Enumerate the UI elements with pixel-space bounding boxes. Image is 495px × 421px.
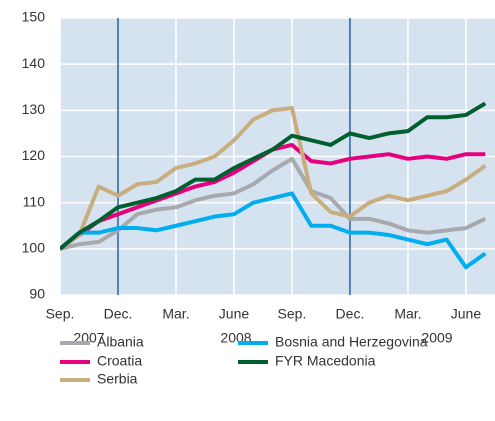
legend-label: Serbia bbox=[97, 371, 138, 387]
x-tick-label: Mar. bbox=[162, 306, 189, 322]
x-tick-label: June bbox=[219, 306, 250, 322]
x-tick-label: June bbox=[451, 306, 482, 322]
legend-label: Albania bbox=[97, 334, 144, 350]
x-tick-label: Mar. bbox=[394, 306, 421, 322]
legend-label: FYR Macedonia bbox=[275, 353, 376, 369]
y-tick-label: 150 bbox=[22, 9, 46, 25]
y-tick-label: 100 bbox=[22, 240, 46, 256]
x-tick-label: Dec. bbox=[336, 306, 365, 322]
y-tick-label: 110 bbox=[23, 193, 46, 209]
y-tick-label: 120 bbox=[22, 147, 46, 163]
x-tick-label: Dec. bbox=[104, 306, 133, 322]
series-line bbox=[60, 191, 487, 270]
series-line bbox=[60, 156, 487, 251]
legend-label: Croatia bbox=[97, 353, 142, 369]
year-label: 2009 bbox=[421, 330, 452, 346]
y-tick-label: 140 bbox=[22, 55, 46, 71]
y-tick-label: 90 bbox=[29, 286, 45, 302]
legend-label: Bosnia and Herzegovina bbox=[275, 334, 428, 350]
series-line bbox=[60, 101, 487, 251]
x-tick-label: Sep. bbox=[278, 306, 307, 322]
series-line bbox=[60, 106, 487, 251]
x-tick-label: Sep. bbox=[46, 306, 75, 322]
y-tick-label: 130 bbox=[22, 101, 46, 117]
